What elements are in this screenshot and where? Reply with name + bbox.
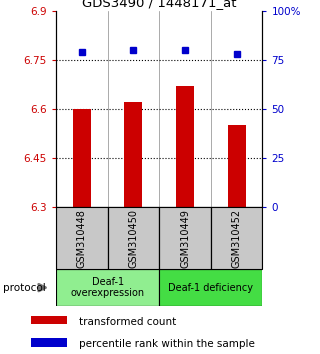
Text: protocol: protocol [3, 282, 46, 293]
Text: transformed count: transformed count [79, 316, 176, 326]
Bar [56, 269, 159, 306]
Bar [211, 207, 262, 269]
Text: GSM310448: GSM310448 [77, 209, 87, 268]
Bar [159, 269, 262, 306]
Bar [31, 338, 67, 347]
Bar [176, 86, 194, 207]
Text: Deaf-1
overexpression: Deaf-1 overexpression [70, 277, 145, 298]
Bar [159, 207, 211, 269]
Bar [228, 125, 246, 207]
Bar [31, 316, 67, 324]
Text: percentile rank within the sample: percentile rank within the sample [79, 339, 255, 349]
Text: GSM310450: GSM310450 [128, 209, 139, 268]
Text: Deaf-1 deficiency: Deaf-1 deficiency [168, 282, 253, 293]
Bar [108, 207, 159, 269]
Text: GSM310452: GSM310452 [232, 209, 242, 268]
Bar [56, 207, 108, 269]
Text: GSM310449: GSM310449 [180, 209, 190, 268]
Title: GDS3490 / 1448171_at: GDS3490 / 1448171_at [82, 0, 236, 10]
Bar [124, 102, 142, 207]
Bar [73, 109, 91, 207]
